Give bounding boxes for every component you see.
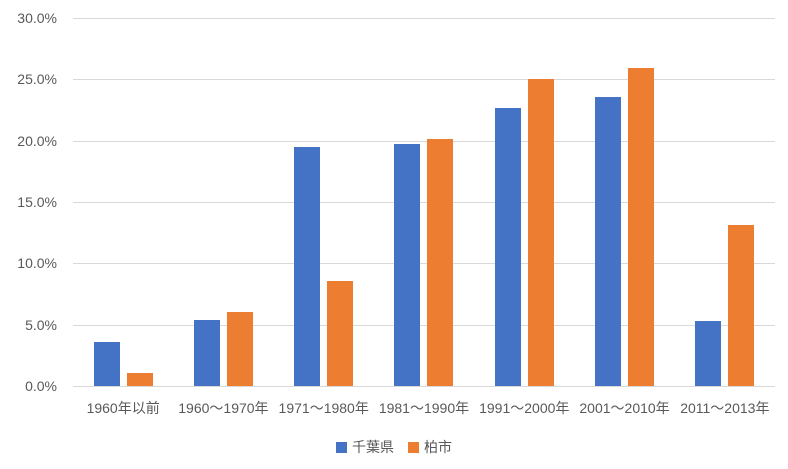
legend-label: 千葉県	[352, 439, 394, 455]
category-group-1	[173, 18, 273, 386]
bar-kashiwa-0	[126, 372, 153, 386]
plot-area	[73, 18, 775, 387]
x-tick-label-4: 1991～2000年	[479, 400, 570, 416]
x-axis: 1960年以前 1960～1970年 1971～1980年 1981～1990年 199…	[73, 398, 775, 418]
bar-chiba-4	[494, 107, 521, 386]
bar-kashiwa-2	[327, 280, 354, 386]
category-group-3	[374, 18, 474, 386]
gridline	[73, 263, 775, 265]
category-group-4	[474, 18, 574, 386]
x-tick-label-1: 1960～1970年	[178, 400, 269, 416]
x-tick-label-0: 1960年以前	[86, 400, 160, 416]
bar-kashiwa-6	[728, 225, 755, 386]
y-axis: 0.0% 5.0% 10.0% 15.0% 20.0% 25.0% 30.0%	[0, 10, 57, 394]
y-tick-label: 5.0%	[25, 316, 57, 333]
gridline	[73, 140, 775, 142]
y-tick-label: 10.0%	[17, 255, 57, 272]
category-group-2	[274, 18, 374, 386]
bar-kashiwa-5	[628, 68, 655, 386]
legend-label: 柏市	[424, 439, 452, 455]
bar-kashiwa-1	[226, 312, 253, 386]
bar-kashiwa-4	[527, 79, 554, 386]
gridline	[73, 202, 775, 203]
x-tick-label-3: 1981～1990年	[378, 400, 470, 416]
bar-chiba-0	[93, 341, 120, 386]
legend-swatch-icon	[408, 441, 419, 453]
gridline	[73, 18, 775, 19]
legend-item-kashiwa: 柏市	[408, 437, 452, 457]
y-tick-label: 20.0%	[17, 132, 57, 149]
bar-chiba-5	[595, 96, 622, 386]
legend-swatch-icon	[336, 441, 347, 453]
gridline	[73, 79, 775, 81]
bar-chiba-2	[294, 146, 321, 386]
y-tick-label: 30.0%	[17, 10, 57, 26]
legend: 千葉県 柏市	[0, 437, 788, 457]
y-tick-label: 25.0%	[17, 71, 57, 88]
legend-item-chiba: 千葉県	[336, 437, 394, 457]
x-tick-label-5: 2001～2010年	[579, 400, 670, 416]
category-group-5	[574, 18, 674, 386]
bar-chiba-3	[394, 144, 421, 386]
gridline	[73, 324, 775, 326]
category-group-6	[675, 18, 775, 386]
bar-chiba-6	[695, 321, 722, 386]
category-group-0	[73, 18, 173, 386]
bar-chiba-1	[193, 319, 220, 386]
x-tick-label-2: 1971～1980年	[278, 400, 369, 416]
bar-kashiwa-3	[427, 139, 454, 386]
y-tick-label: 0.0%	[25, 378, 57, 394]
y-tick-label: 15.0%	[17, 194, 57, 210]
x-tick-label-6: 2011～2013年	[680, 400, 770, 416]
